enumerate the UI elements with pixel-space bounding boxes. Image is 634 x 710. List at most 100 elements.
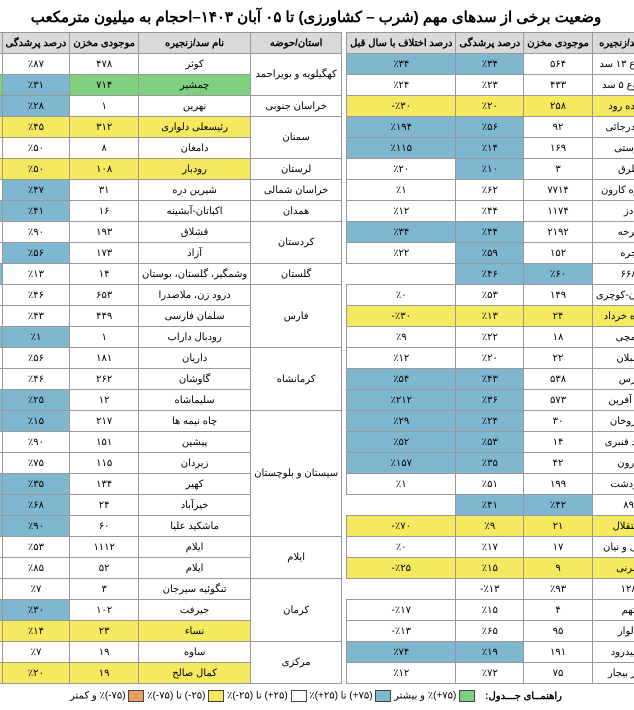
table-left-body: کهگیلویه و بویراحمدکوثر۴۷۸٪۸۷-چمشیر۷۱۴٪۳… (0, 54, 343, 684)
table-row: گلستانوشمگیر، گلستان، بوستان۱۴٪۱۳٪۲۸۸ (0, 264, 343, 285)
table-row: طرق۳٪۱۰٪۲۰ (348, 159, 634, 180)
diff-cell: ٪۲۵- (348, 558, 457, 579)
fill-cell: ٪۲۰ (3, 663, 71, 684)
dam-cell: یامچی (593, 327, 634, 348)
dam-cell: چمشیر (139, 75, 251, 96)
fill-cell: ٪۲۵ (3, 390, 71, 411)
table-row: هرمزگاناستقلال۲۱٪۹٪۷۰- (348, 516, 634, 537)
storage-cell: ۴۷۸ (71, 54, 140, 75)
fill-cell: ٪۵۳ (3, 537, 71, 558)
fill-cell: ٪۹۰ (3, 432, 71, 453)
dam-cell: سبلان (593, 348, 634, 369)
diff-cell: ٪۵۳ (0, 180, 3, 201)
storage-cell: ۵۲ (71, 558, 140, 579)
fill-cell: ٪۱۴ (3, 621, 71, 642)
storage-cell: ۴۲ (525, 453, 594, 474)
storage-cell: ۴۳۳ (525, 75, 594, 96)
storage-cell: ۵۷۳ (525, 390, 594, 411)
diff-cell: ٪۱۹- (0, 579, 3, 600)
th-basin: استان/حوضه (252, 33, 343, 54)
fill-cell: ٪۲۳ (457, 75, 525, 96)
fill-cell: ٪۱۳ (3, 264, 71, 285)
fill-cell: ٪۵۶ (457, 117, 525, 138)
storage-cell: ۱۷ (525, 537, 594, 558)
storage-cell: ۴۴۹ (71, 306, 140, 327)
storage-cell: ۱۹ (71, 642, 140, 663)
fill-cell: ٪۸۷ (3, 54, 71, 75)
fill-cell: ٪۷۲ (457, 663, 525, 684)
diff-cell: ٪۲۸ (0, 390, 3, 411)
dam-cell: شمیل و نیان (593, 537, 634, 558)
table-row: مرکزیساوه۱۹٪۷٪۸ (0, 642, 343, 663)
table-row: سمنانرئیسعلی دلواری۳۱۲٪۴۵٪۲۵- (0, 117, 343, 138)
storage-cell: ۱۹۳ (71, 222, 140, 243)
legend-swatch (292, 690, 308, 702)
fill-cell: ٪۶۲ (457, 180, 525, 201)
fill-cell: ٪۲۴ (457, 411, 525, 432)
fill-cell: ٪۶۸ (3, 495, 71, 516)
fill-cell: ٪۴۵ (3, 117, 71, 138)
fill-cell: ٪۴۴ (457, 222, 525, 243)
table-row: آغ چای۸۹٪۴۲٪۴۱ (348, 495, 634, 516)
dam-cell: داریان (139, 348, 251, 369)
legend-swatch (129, 690, 145, 702)
diff-cell: ٪۱۵۷ (348, 453, 457, 474)
storage-cell: ۱۹۱ (525, 642, 594, 663)
table-row: حوضه قمرودپانزده خرداد۲۴٪۱۳٪۳۰- (348, 306, 634, 327)
basin-cell: کرمانشاه (252, 348, 343, 411)
dam-cell: جره (593, 243, 634, 264)
dam-cell: استقلال (593, 516, 634, 537)
dam-cell: سرنی (593, 558, 634, 579)
diff-cell: - (0, 54, 3, 75)
dam-cell: شهید قنبری (593, 432, 634, 453)
storage-cell: ۵۳۸ (525, 369, 594, 390)
table-row: دز۱۱۷۴٪۴۴٪۱۲ (348, 201, 634, 222)
dam-cell: طرق (593, 159, 634, 180)
dam-cell: رودبال داراب (139, 327, 251, 348)
table-row: همداناکباتان-آبشینه۱۶٪۴۱٪۴۹۷ (0, 201, 343, 222)
fill-cell: ٪۵۰ (3, 138, 71, 159)
diff-cell: ٪۴۱ (457, 495, 525, 516)
storage-cell: ۱ (71, 327, 140, 348)
fill-cell: ٪۷۵ (3, 453, 71, 474)
diff-cell: ٪۲۸۸ (0, 264, 3, 285)
fill-cell: ٪۵۰ (3, 159, 71, 180)
storage-cell: ۱ (71, 96, 140, 117)
diff-cell: ٪۰ (348, 285, 457, 306)
diff-cell: ٪۱۸- (0, 306, 3, 327)
th-diff: درصد اختلاف با سال قبل (0, 33, 3, 54)
fill-cell: ٪۶۵ (457, 621, 525, 642)
legend-swatch (209, 690, 225, 702)
table-row: جره۱۵۲٪۵۹٪۲۲ (348, 243, 634, 264)
storage-cell: ۲۱۷ (71, 411, 140, 432)
dam-cell: سلیماشاه (139, 390, 251, 411)
storage-cell: ۶۶۸ (593, 264, 634, 285)
dam-cell: جیرفت (139, 600, 251, 621)
dam-cell: سفیدرود (593, 642, 634, 663)
diff-cell: ٪۵۸ (0, 516, 3, 537)
basin-cell: همدان (252, 201, 343, 222)
table-row: مازندرانشهیدرجائی۹۲٪۵۶٪۱۹۴ (348, 117, 634, 138)
diff-cell: ٪۹ (348, 327, 457, 348)
storage-cell: ۱۵۱ (71, 432, 140, 453)
table-row: سیستان و بلوچستانچاه نیمه ها۲۱۷٪۱۵٪۳۰ (0, 411, 343, 432)
storage-cell: ۱۴ (525, 432, 594, 453)
table-row: جگین۱۲۸٪۹۳٪۱۳- (348, 579, 634, 600)
basin-cell: فارس (252, 285, 343, 348)
basin-cell: سمنان (252, 117, 343, 159)
diff-cell: - (0, 369, 3, 390)
table-row: کرمانتنگوئیه سیرجان۳٪۷٪۱۹- (0, 579, 343, 600)
fill-cell: ٪۴۱ (3, 201, 71, 222)
diff-cell: ٪۳۴ (348, 222, 457, 243)
fill-cell: ٪۴۳ (457, 369, 525, 390)
basin-cell: گلستان (252, 264, 343, 285)
fill-cell: ٪۱۵ (457, 558, 525, 579)
diff-cell: ٪۱۳- (457, 579, 525, 600)
table-right: استان/حوضه نام سد/زنجیره موجودی مخزن درص… (347, 32, 634, 684)
storage-cell: ۱۴ (71, 264, 140, 285)
storage-cell: ۱۶ (71, 201, 140, 222)
table-row: مارون۶۶۸٪۶۰٪۴۶ (348, 264, 634, 285)
th-dam: نام سد/زنجیره (593, 33, 634, 54)
diff-cell: ٪۲۹ (348, 411, 457, 432)
dam-cell: زنجیره کارون (593, 180, 634, 201)
